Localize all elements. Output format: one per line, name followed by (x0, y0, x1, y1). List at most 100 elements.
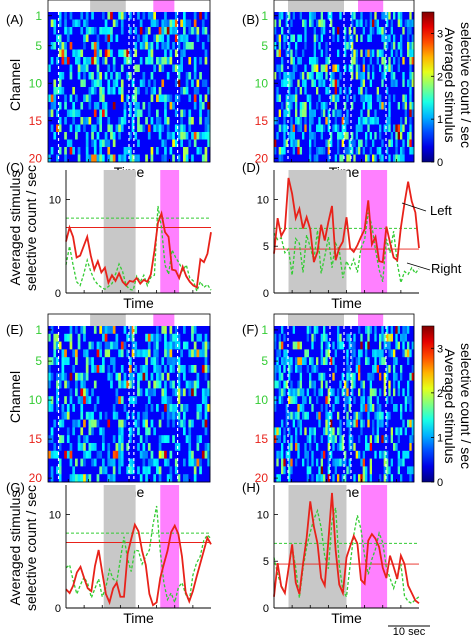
heatmap-cell (185, 341, 189, 350)
heatmap-cell (402, 443, 405, 452)
heatmap-cell (372, 372, 375, 381)
heatmap-cell (358, 102, 361, 110)
heatmap-cell (281, 411, 284, 420)
heatmap-cell (193, 109, 197, 118)
heatmap-cell (77, 443, 81, 452)
heatmap-cell (199, 326, 203, 335)
heatmap-cell (126, 34, 130, 43)
heatmap-cell (64, 139, 68, 148)
heatmap-cell (139, 466, 143, 475)
heatmap-cell (313, 474, 317, 483)
heatmap-cell (75, 333, 78, 342)
heatmap-cell (204, 349, 208, 358)
heatmap-cell (297, 404, 300, 413)
heatmap-cell (169, 380, 173, 389)
heatmap-cell (292, 132, 296, 140)
heatmap-cell (372, 117, 375, 125)
heatmap-cell (129, 341, 132, 350)
heatmap-cell (353, 12, 356, 20)
heatmap-cell (199, 139, 203, 148)
heatmap-cell (288, 427, 291, 436)
heatmap-cell (313, 349, 317, 358)
heatmap-cell (360, 34, 363, 43)
heatmap-cell (318, 333, 321, 342)
heatmap-cell (191, 27, 195, 35)
heatmap-cell (161, 380, 165, 389)
heatmap-cell (201, 326, 205, 335)
heatmap-cell (66, 380, 70, 389)
heatmap-cell (372, 57, 375, 65)
heatmap-cell (327, 443, 331, 452)
heatmap-cell (150, 154, 154, 163)
heatmap-cell (411, 466, 415, 475)
heatmap-cell (297, 64, 300, 73)
heatmap-cell (134, 79, 138, 88)
heatmap-cell (145, 64, 149, 73)
heatmap-cell (306, 132, 310, 140)
heatmap-cell (316, 411, 319, 420)
heatmap-cell (348, 341, 352, 350)
heatmap-cell (292, 49, 296, 58)
heatmap-cell (393, 419, 396, 428)
heatmap-cell (339, 117, 342, 125)
heatmap-cell (158, 435, 162, 444)
heatmap-cell (91, 12, 95, 20)
heatmap-cell (99, 117, 103, 125)
heatmap-cell (139, 458, 143, 467)
heatmap-cell (177, 79, 181, 88)
heatmap-cell (283, 124, 286, 133)
heatmap-cell (131, 27, 135, 35)
heatmap-cell (126, 57, 130, 65)
heatmap-cell (390, 474, 394, 483)
heatmap-cell (134, 49, 138, 58)
heatmap-cell (85, 42, 89, 50)
heatmap-cell (409, 474, 412, 483)
heatmap-cell (376, 396, 380, 405)
heatmap-cell (318, 154, 321, 163)
heatmap-cell (374, 109, 377, 118)
heatmap-cell (372, 132, 375, 140)
heatmap-cell (185, 388, 189, 397)
heatmap-cell (174, 427, 178, 436)
heatmap-cell (126, 372, 130, 381)
heatmap-cell (393, 147, 396, 155)
heatmap-cell (80, 411, 84, 420)
heatmap-cell (400, 34, 403, 43)
heatmap-cell (188, 79, 192, 88)
heatmap-cell (50, 349, 54, 358)
heatmap-cell (407, 72, 410, 80)
heatmap-cell (75, 326, 78, 335)
heatmap-cell (77, 12, 81, 20)
heatmap-cell (158, 326, 162, 335)
heatmap-cell (183, 419, 186, 428)
heatmap-cell (330, 458, 333, 467)
heatmap-cell (400, 72, 403, 80)
heatmap-cell (360, 49, 363, 58)
heatmap-cell (61, 64, 65, 73)
heatmap-cell (295, 450, 298, 459)
heatmap-cell (316, 419, 319, 428)
heatmap-cell (404, 102, 408, 110)
heatmap-cell (407, 124, 410, 133)
heatmap-cell (174, 132, 178, 140)
heatmap-cell (381, 49, 384, 58)
heatmap-cell (395, 372, 398, 381)
heatmap-cell (150, 388, 154, 397)
heatmap-cell (153, 109, 157, 118)
heatmap-cell (191, 42, 195, 50)
heatmap-cell (295, 365, 298, 374)
heatmap-cell (327, 79, 331, 88)
heatmap-cell (362, 435, 366, 444)
heatmap-cell (169, 49, 173, 58)
heatmap-cell (185, 380, 189, 389)
heatmap-cell (299, 124, 303, 133)
heatmap-cell (188, 109, 192, 118)
heatmap-cell (66, 404, 70, 413)
heatmap-cell (147, 72, 151, 80)
heatmap-cell (388, 365, 391, 374)
heatmap-cell (153, 443, 157, 452)
heatmap-cell (88, 12, 92, 20)
heatmap-cell (344, 87, 347, 95)
heatmap-cell (379, 435, 382, 444)
heatmap-cell (191, 109, 195, 118)
